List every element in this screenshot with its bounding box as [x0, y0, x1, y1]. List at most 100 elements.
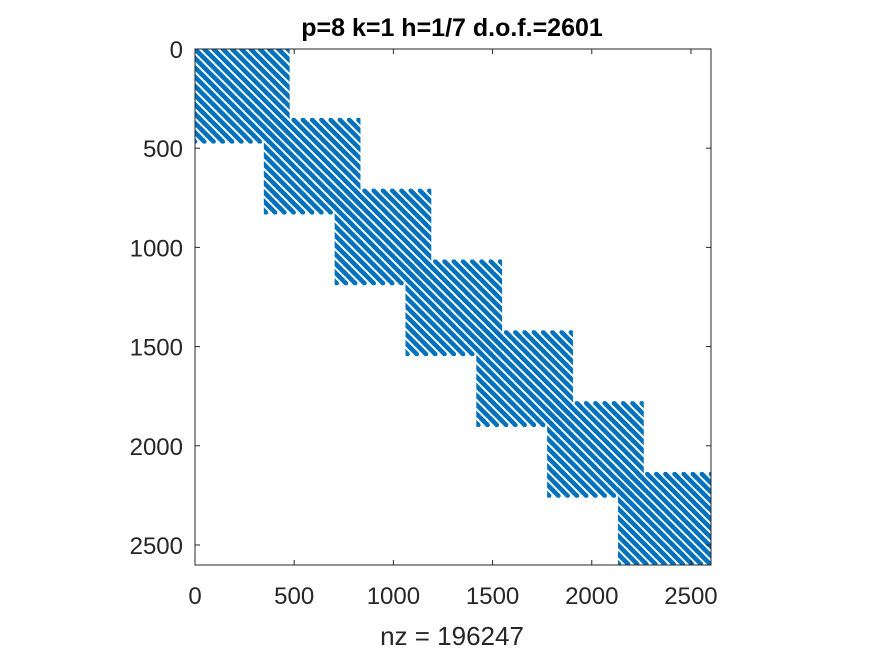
- nonzero-diagonal: [644, 471, 711, 541]
- nonzero-diagonal: [337, 117, 361, 144]
- nonzero-diagonal: [334, 213, 404, 286]
- nonzero-diagonal: [699, 471, 711, 487]
- nonzero-diagonal: [195, 119, 216, 144]
- nonzero-diagonal: [405, 321, 438, 357]
- nonzero-diagonal: [239, 49, 290, 101]
- x-tick-label: 1000: [367, 583, 420, 610]
- nonzero-diagonal: [263, 123, 352, 215]
- nonzero-diagonal: [547, 434, 608, 498]
- nonzero-diagonal: [334, 203, 414, 286]
- x-tick-label: 500: [274, 583, 314, 610]
- nonzero-diagonal: [583, 401, 644, 464]
- nonzero-diagonal: [334, 250, 367, 286]
- nonzero-diagonal: [476, 345, 555, 427]
- nonzero-diagonal: [617, 471, 711, 565]
- nonzero-diagonal: [352, 188, 432, 271]
- nonzero-diagonal: [195, 110, 226, 144]
- nonzero-diagonal: [195, 55, 281, 144]
- nonzero-diagonal: [654, 471, 711, 532]
- nonzero-diagonal: [423, 259, 503, 341]
- nonzero-diagonal: [229, 49, 290, 110]
- nonzero-diagonal: [328, 117, 361, 153]
- nonzero-diagonal: [371, 188, 432, 252]
- nonzero-diagonal: [690, 471, 711, 496]
- nonzero-diagonal: [451, 259, 503, 314]
- nonzero-diagonal: [442, 259, 503, 323]
- nonzero-diagonal: [681, 471, 711, 505]
- nonzero-diagonal: [211, 49, 290, 129]
- nonzero-diagonal: [547, 407, 635, 498]
- nonzero-diagonal: [405, 274, 484, 357]
- nonzero-diagonal: [470, 259, 503, 295]
- nonzero-diagonal: [263, 142, 333, 215]
- nonzero-diagonal: [405, 302, 457, 357]
- x-tick-label: 2000: [565, 583, 618, 610]
- nonzero-diagonal: [617, 486, 696, 565]
- nonzero-diagonal: [432, 259, 503, 332]
- nonzero-diagonal: [362, 188, 432, 261]
- nonzero-diagonal: [263, 160, 315, 215]
- x-axis: 0 500 1000 1500 2000 2500: [188, 49, 718, 610]
- nonzero-diagonal: [334, 222, 395, 286]
- x-tick-label: 0: [188, 583, 201, 610]
- nonzero-diagonal: [405, 311, 447, 357]
- nonzero-diagonal: [513, 330, 573, 394]
- x-tick-label: 1500: [466, 583, 519, 610]
- nonzero-diagonal: [195, 101, 235, 144]
- nonzero-diagonal: [266, 49, 290, 73]
- y-tick-label: 1500: [130, 335, 183, 362]
- y-tick-label: 500: [143, 136, 183, 163]
- nonzero-diagonal: [602, 401, 644, 446]
- matrix-block: [617, 471, 711, 565]
- nonzero-diagonal: [547, 444, 598, 498]
- nonzero-diagonal: [263, 151, 324, 215]
- nonzero-diagonal: [405, 284, 475, 357]
- nonzero-diagonal: [263, 133, 343, 215]
- nonzero-diagonal: [708, 471, 711, 478]
- nonzero-diagonal: [626, 471, 711, 560]
- nonzero-diagonal: [334, 240, 377, 286]
- nonzero-diagonal: [540, 330, 573, 366]
- nonzero-diagonal: [319, 117, 361, 163]
- nonzero-diagonal: [389, 188, 432, 233]
- nonzero-diagonal: [399, 188, 432, 224]
- nonzero-diagonal: [248, 49, 290, 92]
- nonzero-diagonal: [460, 259, 503, 304]
- nonzero-diagonal: [550, 330, 573, 357]
- nonzero-diagonal: [494, 330, 573, 412]
- nonzero-diagonal: [195, 129, 207, 144]
- nonzero-diagonal: [405, 293, 466, 357]
- nonzero-diagonal: [522, 330, 573, 384]
- nonzero-diagonal: [547, 453, 589, 498]
- nonzero-diagonal: [263, 170, 306, 215]
- y-axis: 0 500 1000 1500 2000 2500: [130, 37, 711, 560]
- nonzero-diagonal: [334, 259, 358, 286]
- axes-box: [194, 48, 712, 566]
- y-tick-label: 2500: [130, 533, 183, 560]
- nonzero-diagonal: [476, 354, 546, 427]
- chart-title: p=8 k=1 h=1/7 d.o.f.=2601: [301, 14, 603, 42]
- nonzero-diagonal: [565, 401, 644, 483]
- nonzero-diagonal: [476, 364, 537, 427]
- y-tick-label: 1000: [130, 235, 183, 262]
- nonzero-diagonal: [300, 117, 361, 181]
- nonzero-diagonal: [476, 373, 527, 427]
- nonzero-diagonal: [672, 471, 711, 514]
- nonzero-diagonal: [282, 117, 361, 200]
- nonzero-diagonal: [334, 231, 386, 286]
- nonzero-diagonal: [611, 401, 644, 437]
- nonzero-diagonal: [380, 188, 432, 243]
- nonzero-diagonal: [334, 194, 423, 286]
- nonzero-diagonal: [547, 416, 626, 498]
- nonzero-diagonal: [405, 330, 429, 357]
- nonzero-diagonal: [620, 401, 644, 427]
- nonzero-diagonal: [195, 92, 244, 144]
- nonzero-diagonal: [263, 188, 287, 215]
- nonzero-diagonal: [663, 471, 711, 523]
- nonzero-diagonal: [479, 259, 503, 286]
- nonzero-diagonal: [617, 477, 705, 565]
- nonzero-diagonal: [593, 401, 644, 455]
- nonzero-diagonal: [195, 73, 263, 144]
- nonzero-diagonal: [617, 496, 686, 565]
